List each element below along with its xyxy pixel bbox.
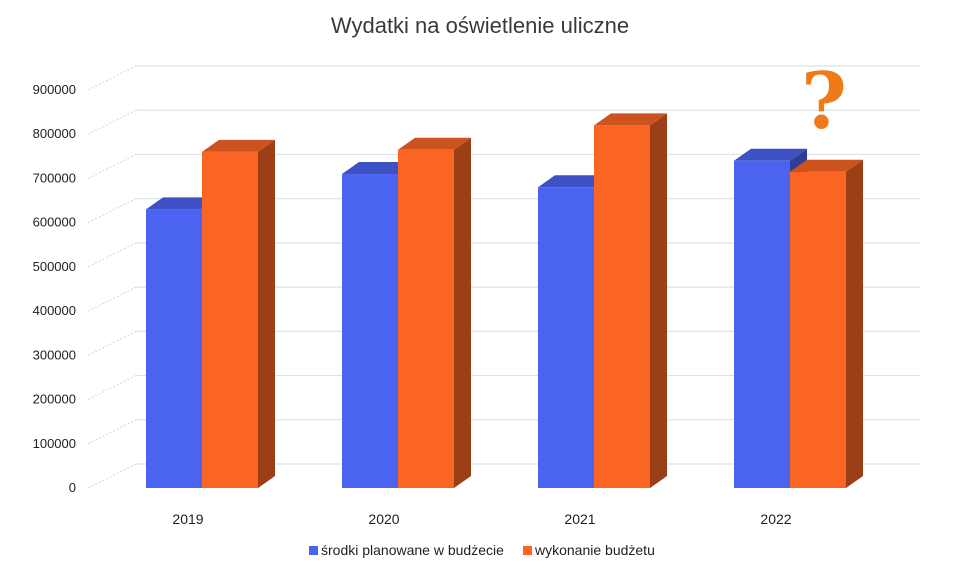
x-tick-label: 2021 [564,511,595,527]
bar [398,137,471,488]
bar-side [454,137,471,488]
bar-front [202,151,258,488]
chart-title: Wydatki na oświetlenie uliczne [331,13,629,38]
y-tick-label: 600000 [33,215,76,230]
legend-label: wykonanie budżetu [534,542,655,558]
gridline-diagonal [87,242,137,268]
y-tick-label: 500000 [33,259,76,274]
gridline-diagonal [87,419,137,445]
bar-front [146,209,202,488]
y-tick-label: 400000 [33,303,76,318]
y-tick-label: 0 [69,480,76,495]
bar-side [650,113,667,488]
y-tick-label: 200000 [33,392,76,407]
gridline-diagonal [87,198,137,224]
y-tick-label: 100000 [33,436,76,451]
legend-swatch [309,546,318,555]
gridline-diagonal [87,153,137,179]
y-tick-label: 700000 [33,170,76,185]
y-axis-ticks: 0 100000 200000 300000 400000 500000 600000 700… [33,82,76,495]
y-tick-label: 900000 [33,82,76,97]
gridline-diagonal [87,65,137,91]
gridline-diagonal [87,330,137,356]
bars [146,113,863,489]
gridline-diagonal [87,109,137,135]
gridline-diagonal [87,375,137,401]
bar-top [538,175,611,188]
bar-top [342,162,415,175]
question-mark-annotation: ? [801,56,847,147]
bar-front [594,125,650,488]
gridline-diagonal [87,463,137,489]
bar-front [790,171,846,489]
x-axis-ticks: 2019 2020 2021 2022 [172,511,791,527]
bar-front [734,160,790,488]
y-tick-label: 300000 [33,347,76,362]
bar-top [790,159,863,172]
bar [202,139,275,488]
bar-top [734,148,807,161]
x-tick-label: 2020 [368,511,399,527]
bar-front [398,149,454,488]
gridline-diagonal [87,286,137,312]
legend-label: środki planowane w budżecie [321,542,504,558]
bar-front [538,187,594,489]
x-tick-label: 2019 [172,511,203,527]
x-tick-label: 2022 [760,511,791,527]
bar-top [202,139,275,152]
y-tick-label: 800000 [33,126,76,141]
bar [594,113,667,488]
bar-top [146,197,219,210]
bar-top [398,137,471,150]
bar-front [342,174,398,488]
bar [790,159,863,489]
bar-top [594,113,667,126]
legend: środki planowane w budżecie wykonanie bud… [309,542,655,558]
bar-side [846,159,863,489]
legend-swatch [523,546,532,555]
bar-side [258,139,275,488]
